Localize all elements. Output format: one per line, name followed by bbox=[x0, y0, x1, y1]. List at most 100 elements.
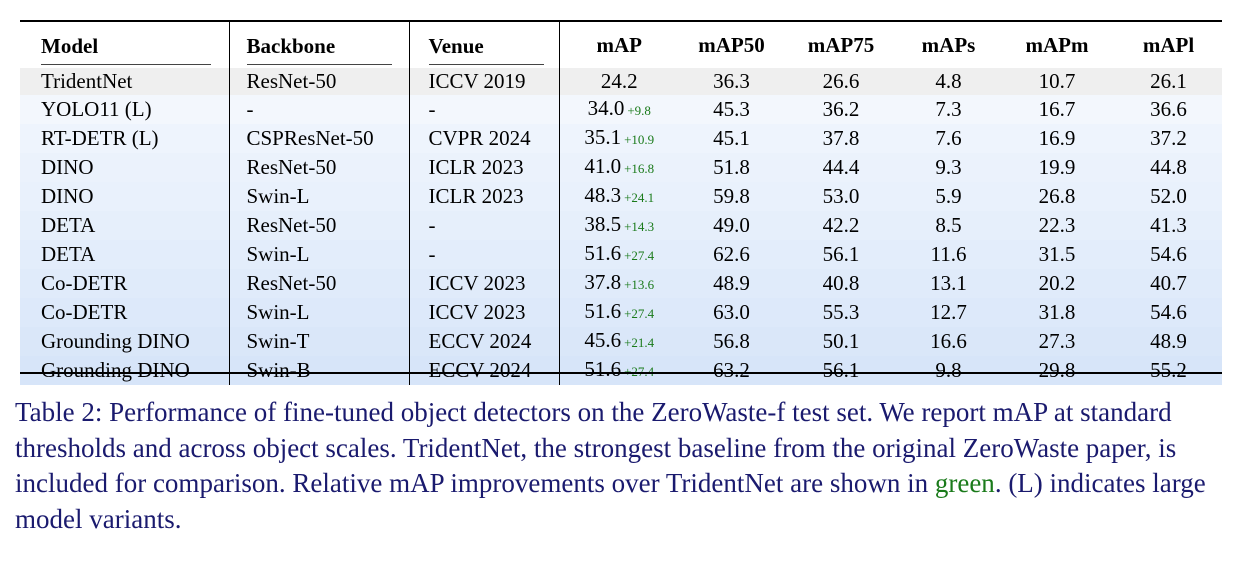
cell-mapm: 27.3 bbox=[999, 326, 1115, 356]
cell-mapl: 55.2 bbox=[1115, 355, 1222, 385]
cell-maps: 5.9 bbox=[898, 181, 999, 211]
cell-map75: 36.2 bbox=[784, 94, 898, 124]
header-maps: mAPs bbox=[921, 32, 976, 57]
map-value: 41.0 bbox=[584, 153, 622, 178]
cell-map75: 26.6 bbox=[784, 68, 898, 95]
cell-venue: - bbox=[409, 94, 560, 124]
cell-mapm: 26.8 bbox=[999, 181, 1115, 211]
cell-mapm: 16.7 bbox=[999, 94, 1115, 124]
cell-backbone: ResNet-50 bbox=[229, 68, 410, 95]
cell-mapm: 19.9 bbox=[999, 152, 1115, 182]
cell-map: 38.5 +14.3 bbox=[559, 210, 679, 240]
cell-mapl: 54.6 bbox=[1115, 297, 1222, 327]
map-delta: +27.4 bbox=[624, 363, 655, 379]
cell-maps: 9.3 bbox=[898, 152, 999, 182]
cell-venue: ICLR 2023 bbox=[409, 181, 560, 211]
cell-maps: 7.3 bbox=[898, 94, 999, 124]
cell-model: Co-DETR bbox=[20, 297, 230, 327]
map-value: 45.6 bbox=[584, 327, 622, 352]
cell-model: RT-DETR (L) bbox=[20, 123, 230, 153]
map-value: 51.6 bbox=[584, 240, 622, 265]
cell-mapm: 16.9 bbox=[999, 123, 1115, 153]
cell-venue: CVPR 2024 bbox=[409, 123, 560, 153]
header-backbone: Backbone bbox=[229, 22, 410, 68]
table-row: DETA ResNet-50-38.5 +14.3 49.0 42.2 8.5 22.3 41… bbox=[20, 210, 1222, 240]
cell-venue: ECCV 2024 bbox=[409, 326, 560, 356]
cell-map50: 63.2 bbox=[679, 355, 784, 385]
cell-mapl: 26.1 bbox=[1115, 68, 1222, 95]
cell-map: 24.2 bbox=[559, 68, 679, 95]
cell-venue: ECCV 2024 bbox=[409, 355, 560, 385]
cell-map: 37.8 +13.6 bbox=[559, 268, 679, 298]
cell-map50: 36.3 bbox=[679, 68, 784, 95]
map-delta: +27.4 bbox=[624, 305, 655, 321]
cell-map50: 45.3 bbox=[679, 94, 784, 124]
cell-maps: 8.5 bbox=[898, 210, 999, 240]
header-row: Model Backbone Venue mAP mAP50 mAP75 mAP… bbox=[20, 22, 1222, 68]
top-rule bbox=[20, 20, 1222, 22]
cell-map: 51.6 +27.4 bbox=[559, 239, 679, 269]
table-row: Co-DETR Swin-L ICCV 2023 51.6 +27.4 63.0 55.3 1… bbox=[20, 297, 1222, 327]
results-table: Model Backbone Venue mAP mAP50 mAP75 mAP… bbox=[20, 22, 1223, 385]
cell-map: 34.0 +9.8 bbox=[559, 94, 679, 124]
table-row: Grounding DINO Swin-T ECCV 2024 45.6 +21.4 56… bbox=[20, 326, 1222, 356]
map-value: 24.2 bbox=[600, 69, 638, 94]
cell-map75: 53.0 bbox=[784, 181, 898, 211]
cell-map75: 42.2 bbox=[784, 210, 898, 240]
cell-model: YOLO11 (L) bbox=[20, 94, 230, 124]
caption-green-word: green bbox=[934, 468, 995, 498]
cell-maps: 9.8 bbox=[898, 355, 999, 385]
table-row: YOLO11 (L) - -34.0 +9.8 45.3 36.2 7.3 16.7 36.6 bbox=[20, 94, 1222, 124]
header-map75: mAP75 bbox=[807, 32, 875, 57]
cell-map50: 48.9 bbox=[679, 268, 784, 298]
cell-model: Grounding DINO bbox=[20, 326, 230, 356]
cell-map50: 51.8 bbox=[679, 152, 784, 182]
caption-text: Table 2: Performance of fine-tuned objec… bbox=[15, 397, 1177, 498]
cell-mapm: 31.5 bbox=[999, 239, 1115, 269]
map-value: 51.6 bbox=[584, 298, 622, 323]
cell-map50: 62.6 bbox=[679, 239, 784, 269]
cell-model: DINO bbox=[20, 152, 230, 182]
cell-maps: 11.6 bbox=[898, 239, 999, 269]
cell-venue: - bbox=[409, 210, 560, 240]
header-map50: mAP50 bbox=[698, 32, 765, 57]
cell-model: DETA bbox=[20, 239, 230, 269]
cell-map: 45.6 +21.4 bbox=[559, 326, 679, 356]
cell-maps: 7.6 bbox=[898, 123, 999, 153]
cell-mapm: 31.8 bbox=[999, 297, 1115, 327]
cell-venue: ICCV 2019 bbox=[409, 68, 560, 95]
cell-map: 51.6 +27.4 bbox=[559, 355, 679, 385]
cell-map: 41.0 +16.8 bbox=[559, 152, 679, 182]
bottom-rule bbox=[20, 372, 1222, 374]
map-delta: +14.3 bbox=[624, 218, 655, 234]
cell-map: 48.3 +24.1 bbox=[559, 181, 679, 211]
cell-map50: 63.0 bbox=[679, 297, 784, 327]
cell-maps: 4.8 bbox=[898, 68, 999, 95]
map-delta: +9.8 bbox=[627, 102, 651, 118]
cell-model: Co-DETR bbox=[20, 268, 230, 298]
cell-backbone: Swin-B bbox=[229, 355, 410, 385]
table-row: DINO ResNet-50 ICLR 2023 41.0 +16.8 51.8 44.4 9… bbox=[20, 152, 1222, 182]
map-value: 37.8 bbox=[584, 269, 622, 294]
cell-venue: ICCV 2023 bbox=[409, 268, 560, 298]
cell-mapm: 22.3 bbox=[999, 210, 1115, 240]
table-row: DINO Swin-L ICLR 2023 48.3 +24.1 59.8 53.0 5.9 2… bbox=[20, 181, 1222, 211]
map-value: 34.0 bbox=[587, 95, 625, 120]
cell-backbone: Swin-L bbox=[229, 239, 410, 269]
map-value: 48.3 bbox=[584, 182, 622, 207]
cell-map75: 44.4 bbox=[784, 152, 898, 182]
cell-map75: 40.8 bbox=[784, 268, 898, 298]
map-delta: +10.9 bbox=[624, 131, 655, 147]
header-map: mAP bbox=[596, 32, 643, 57]
cell-maps: 12.7 bbox=[898, 297, 999, 327]
cell-backbone: Swin-L bbox=[229, 181, 410, 211]
header-model: Model bbox=[20, 22, 230, 68]
cell-backbone: ResNet-50 bbox=[229, 210, 410, 240]
cell-mapl: 52.0 bbox=[1115, 181, 1222, 211]
cell-maps: 16.6 bbox=[898, 326, 999, 356]
cell-mapl: 40.7 bbox=[1115, 268, 1222, 298]
cell-backbone: ResNet-50 bbox=[229, 152, 410, 182]
header-venue: Venue bbox=[409, 22, 560, 68]
table-row: RT-DETR (L) CSPResNet-50 CVPR 2024 35.1 +10.… bbox=[20, 123, 1222, 153]
table-row: TridentNet ResNet-50 ICCV 2019 24.2 36.3 26.6… bbox=[20, 68, 1222, 95]
